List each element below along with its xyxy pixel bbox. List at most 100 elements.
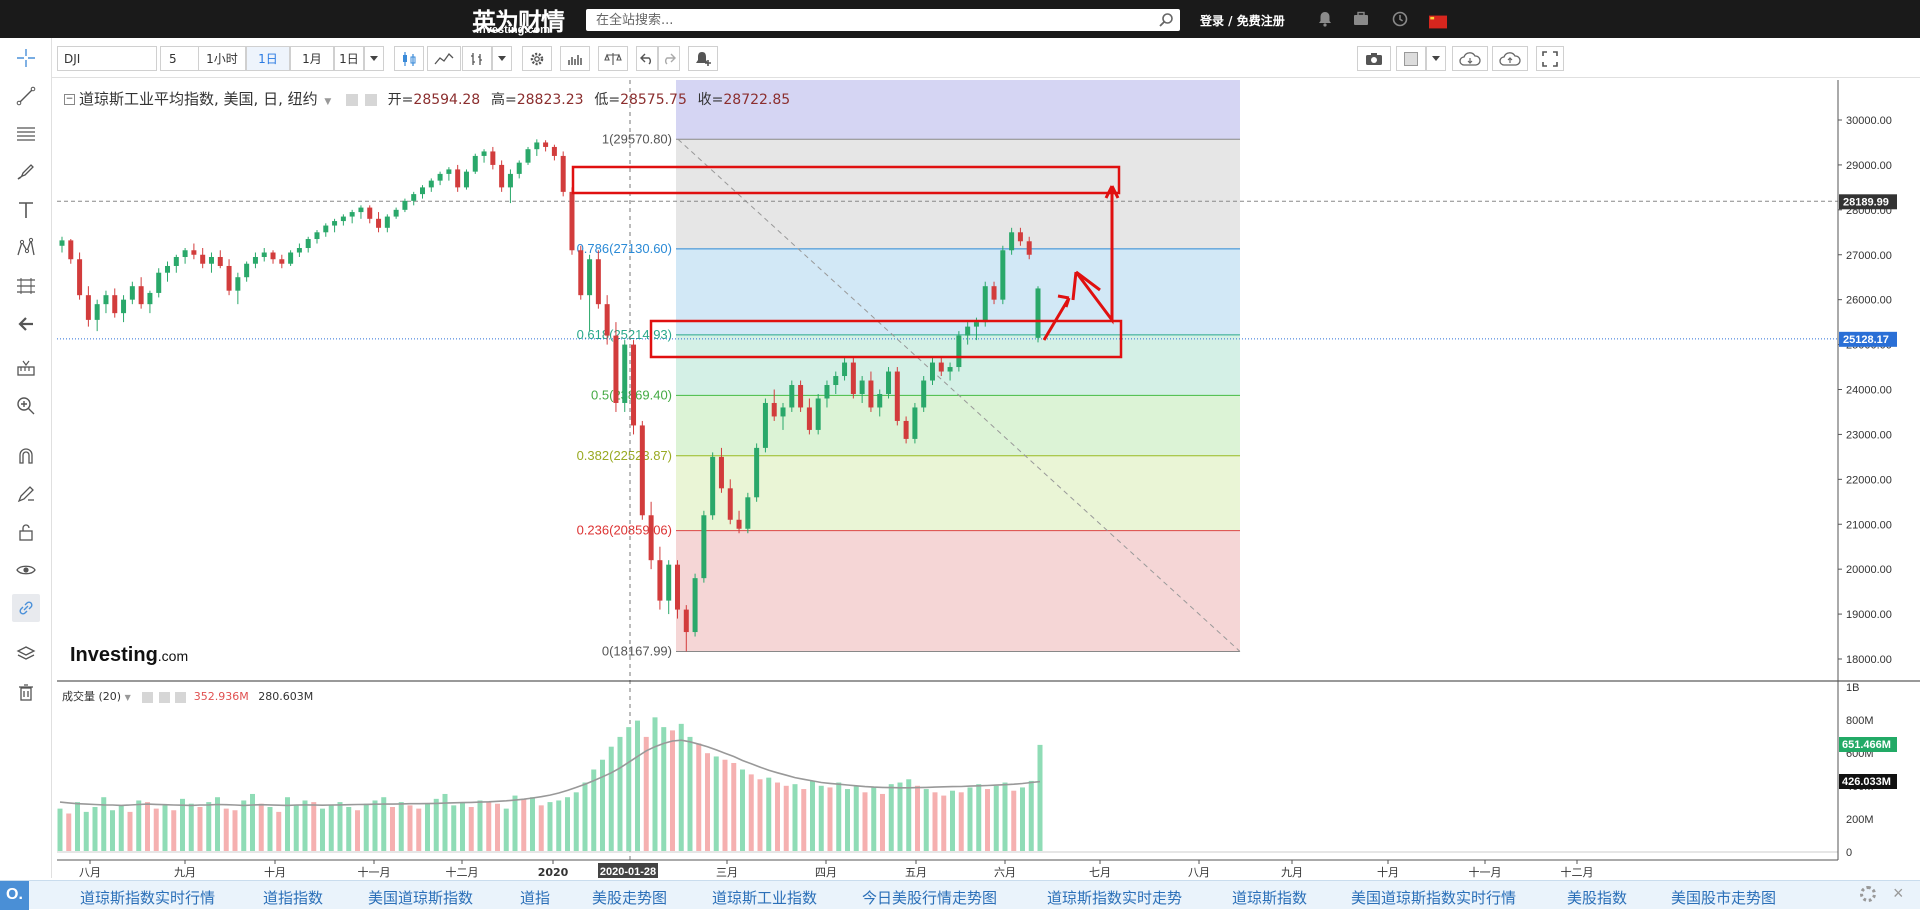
range-button[interactable]: 1日: [334, 46, 364, 71]
fib-band: [676, 530, 1240, 652]
bottom-link[interactable]: 美股走势图: [592, 889, 668, 907]
bottom-link[interactable]: 道指: [520, 889, 551, 907]
legend-close-icon[interactable]: [364, 93, 377, 106]
bottom-link[interactable]: 今日美股行情走势图: [862, 889, 998, 907]
lock-icon[interactable]: [12, 518, 40, 546]
volume-bar: [713, 756, 719, 851]
candle-body: [1009, 232, 1015, 251]
legend-dropdown-icon[interactable]: ▼: [324, 97, 332, 107]
interval-1m-button[interactable]: 1月: [290, 46, 334, 71]
magnet-icon[interactable]: [12, 442, 40, 470]
bottom-link[interactable]: 美股指数: [1567, 889, 1628, 907]
trend-line-icon[interactable]: [12, 82, 40, 110]
price-label-text: 28189.99: [1843, 196, 1889, 208]
candle-body: [191, 250, 197, 255]
legend-settings-icon[interactable]: [346, 93, 359, 106]
bottom-link[interactable]: 道琼斯指数: [1232, 889, 1308, 907]
price-chart[interactable]: 1(29570.80) 0.786(27130.60) 0.618(25214.93…: [57, 78, 1920, 878]
candle-body: [859, 380, 865, 394]
volume-settings-icon[interactable]: [142, 691, 154, 703]
candle-body: [455, 169, 461, 188]
alert-button[interactable]: [688, 46, 718, 71]
interval-input[interactable]: 5: [160, 46, 205, 71]
ruler-icon[interactable]: [12, 354, 40, 382]
background-color-dropdown[interactable]: [1426, 46, 1446, 71]
volume-bar: [136, 800, 142, 851]
indicators-button[interactable]: [560, 46, 590, 71]
bar-type-dropdown[interactable]: [492, 46, 512, 71]
candle-body: [886, 371, 892, 394]
bottom-link[interactable]: 道琼斯指数实时走势: [1047, 889, 1183, 907]
search-circle-icon[interactable]: O.: [0, 881, 29, 910]
bottom-link[interactable]: 美国道琼斯指数: [368, 889, 474, 907]
snapshot-button[interactable]: [1357, 46, 1391, 71]
annotation-arrow-target[interactable]: [1071, 185, 1120, 325]
candles-type-button[interactable]: [394, 46, 424, 71]
cloud-save-button[interactable]: [1492, 46, 1528, 71]
cloud-load-button[interactable]: [1452, 46, 1488, 71]
interval-1h-button[interactable]: 1小时: [198, 46, 246, 71]
fib-tool-icon[interactable]: [12, 272, 40, 300]
link-icon[interactable]: [12, 594, 40, 622]
bottom-link[interactable]: 美国股市走势图: [1671, 889, 1777, 907]
candle-body: [428, 180, 434, 188]
candle-body: [639, 425, 645, 516]
compare-button[interactable]: [427, 46, 461, 71]
volume-label-tag: [1839, 737, 1897, 752]
volume-bar: [766, 777, 772, 851]
redo-button[interactable]: [658, 46, 680, 71]
trash-icon[interactable]: [12, 678, 40, 706]
eye-icon[interactable]: [12, 556, 40, 584]
flag-icon[interactable]: [1429, 13, 1447, 31]
draw-mode-icon[interactable]: [12, 480, 40, 508]
candle-body: [411, 194, 417, 201]
annotation-box-middle[interactable]: [649, 319, 1123, 359]
watermark-suffix: .com: [157, 648, 189, 664]
fullscreen-button[interactable]: [1536, 46, 1564, 71]
bar-type-button[interactable]: [462, 46, 492, 71]
volume-dropdown-icon[interactable]: ▼: [124, 693, 131, 702]
bottom-link[interactable]: 道指指数: [263, 889, 324, 907]
brush-icon[interactable]: [12, 158, 40, 186]
bell-icon[interactable]: [1316, 10, 1334, 28]
undo-button[interactable]: [636, 46, 658, 71]
settings-button[interactable]: [522, 46, 552, 71]
range-dropdown[interactable]: [364, 46, 384, 71]
legend-collapse-icon[interactable]: −: [64, 94, 75, 105]
search-input[interactable]: [586, 9, 1146, 31]
candle-body: [683, 609, 689, 633]
volume-value-1: 352.936M: [193, 690, 249, 703]
volume-close-icon[interactable]: [175, 691, 187, 703]
pattern-icon[interactable]: [12, 234, 40, 262]
price-label-tag: [1839, 331, 1897, 347]
zoom-in-icon[interactable]: [12, 392, 40, 420]
search-icon[interactable]: [1158, 12, 1174, 28]
bottom-link[interactable]: 道琼斯工业指数: [712, 889, 818, 907]
crosshair-icon[interactable]: [12, 44, 40, 72]
horizontal-lines-icon[interactable]: [12, 120, 40, 148]
layers-icon[interactable]: [12, 640, 40, 668]
candle-body: [516, 162, 522, 174]
bell-plus-icon: [696, 51, 711, 66]
interval-1d-button[interactable]: 1日: [246, 46, 290, 71]
symbol-input[interactable]: DJI: [57, 46, 157, 71]
back-arrow-icon[interactable]: [12, 310, 40, 338]
volume-eye-icon[interactable]: [158, 691, 170, 703]
login-link[interactable]: 登录 / 免费注册: [1200, 14, 1285, 28]
background-color-button[interactable]: [1396, 46, 1426, 71]
compare-scale-button[interactable]: [598, 46, 628, 71]
line-compare-icon: [434, 52, 454, 64]
volume-bar: [267, 806, 273, 851]
annotation-arrow-up[interactable]: [1042, 294, 1071, 341]
time-axis-label: 三月: [716, 866, 738, 878]
text-tool-icon[interactable]: [12, 196, 40, 224]
close-icon[interactable]: ×: [1893, 883, 1904, 903]
briefcase-icon[interactable]: [1352, 10, 1370, 28]
site-logo[interactable]: 英为财情 Investing.com: [472, 2, 572, 36]
bottom-link[interactable]: 美国道琼斯指数实时行情: [1351, 889, 1517, 907]
clock-icon[interactable]: [1391, 10, 1409, 28]
gear-icon[interactable]: [1860, 886, 1876, 902]
annotation-box-top[interactable]: [571, 165, 1121, 195]
time-axis-label: 六月: [994, 866, 1016, 878]
bottom-link[interactable]: 道琼斯指数实时行情: [80, 889, 216, 907]
